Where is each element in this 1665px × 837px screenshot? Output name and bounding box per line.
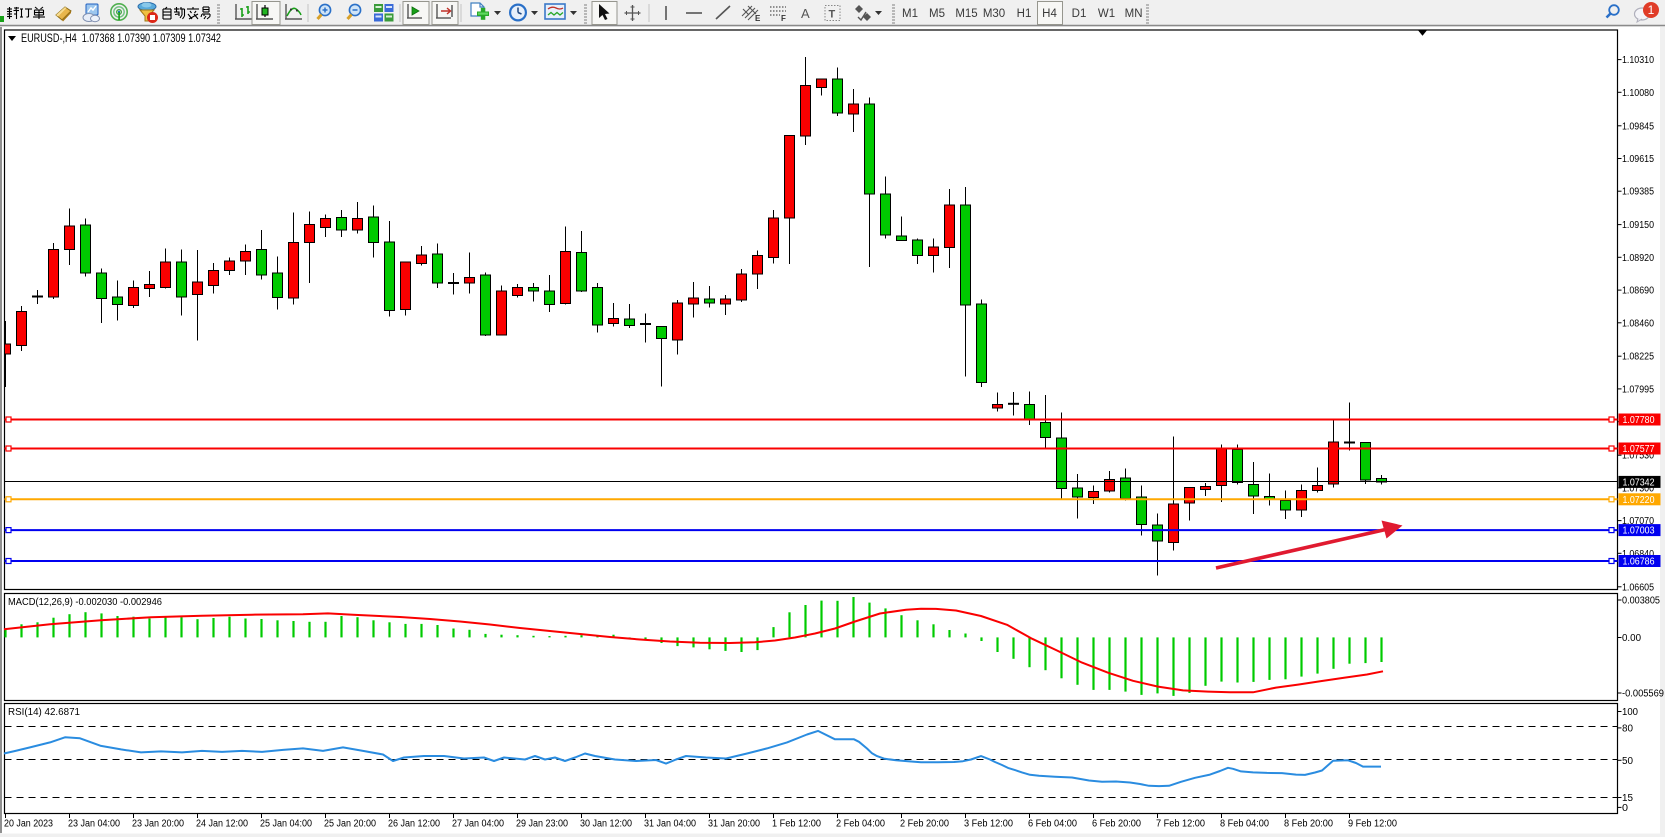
svg-text:1.06840: 1.06840 xyxy=(1622,549,1654,560)
svg-text:26 Jan 12:00: 26 Jan 12:00 xyxy=(388,819,440,830)
svg-text:0: 0 xyxy=(1622,803,1628,814)
svg-text:1.07070: 1.07070 xyxy=(1622,516,1654,527)
svg-text:H1: H1 xyxy=(1017,8,1032,20)
svg-text:6 Feb 04:00: 6 Feb 04:00 xyxy=(1028,819,1077,830)
svg-text:MN: MN xyxy=(1125,8,1143,20)
svg-text:1.08225: 1.08225 xyxy=(1622,352,1654,363)
svg-text:1.07300: 1.07300 xyxy=(1622,483,1654,494)
svg-text:1.08690: 1.08690 xyxy=(1622,286,1654,297)
svg-text:W1: W1 xyxy=(1098,8,1115,20)
svg-text:3 Feb 12:00: 3 Feb 12:00 xyxy=(964,819,1013,830)
svg-text:2 Feb 04:00: 2 Feb 04:00 xyxy=(836,819,885,830)
svg-text:1.09385: 1.09385 xyxy=(1622,187,1654,198)
svg-text:-0.005569: -0.005569 xyxy=(1622,689,1664,700)
svg-text:20 Jan 2023: 20 Jan 2023 xyxy=(4,819,53,830)
svg-text:8 Feb 04:00: 8 Feb 04:00 xyxy=(1220,819,1269,830)
svg-text:23 Jan 20:00: 23 Jan 20:00 xyxy=(132,819,184,830)
svg-text:MACD(12,26,9) -0.002030 -0.002: MACD(12,26,9) -0.002030 -0.002946 xyxy=(8,596,162,608)
svg-text:D1: D1 xyxy=(1072,8,1087,20)
svg-text:1.07530: 1.07530 xyxy=(1622,451,1654,462)
svg-text:23 Jan 04:00: 23 Jan 04:00 xyxy=(68,819,120,830)
svg-text:1: 1 xyxy=(1648,3,1655,17)
svg-text:M30: M30 xyxy=(983,8,1005,20)
svg-text:T: T xyxy=(829,9,836,21)
svg-text:E: E xyxy=(755,14,761,23)
svg-text:1.10310: 1.10310 xyxy=(1622,55,1654,66)
svg-text:9 Feb 12:00: 9 Feb 12:00 xyxy=(1348,819,1397,830)
svg-text:30 Jan 12:00: 30 Jan 12:00 xyxy=(580,819,632,830)
svg-text:25 Jan 04:00: 25 Jan 04:00 xyxy=(260,819,312,830)
svg-text:M5: M5 xyxy=(929,8,945,20)
svg-text:RSI(14) 42.6871: RSI(14) 42.6871 xyxy=(8,706,80,718)
svg-text:31 Jan 04:00: 31 Jan 04:00 xyxy=(644,819,696,830)
svg-text:100: 100 xyxy=(1622,707,1638,718)
svg-text:31 Jan 20:00: 31 Jan 20:00 xyxy=(708,819,760,830)
svg-text:F: F xyxy=(781,14,786,23)
svg-text:1.10080: 1.10080 xyxy=(1622,88,1654,99)
svg-text:1.07342: 1.07342 xyxy=(1623,477,1655,488)
svg-text:15: 15 xyxy=(1622,793,1633,804)
svg-text:27 Jan 04:00: 27 Jan 04:00 xyxy=(452,819,504,830)
svg-text:1.06786: 1.06786 xyxy=(1623,557,1655,568)
svg-text:M15: M15 xyxy=(955,8,977,20)
svg-text:6 Feb 20:00: 6 Feb 20:00 xyxy=(1092,819,1141,830)
svg-text:2 Feb 20:00: 2 Feb 20:00 xyxy=(900,819,949,830)
svg-text:7 Feb 12:00: 7 Feb 12:00 xyxy=(1156,819,1205,830)
svg-text:1.07995: 1.07995 xyxy=(1622,384,1654,395)
svg-text:50: 50 xyxy=(1622,756,1633,767)
svg-text:1.07220: 1.07220 xyxy=(1623,495,1655,506)
svg-text:80: 80 xyxy=(1622,723,1633,734)
svg-text:H4: H4 xyxy=(1042,8,1057,20)
svg-text:1.09845: 1.09845 xyxy=(1622,121,1654,132)
svg-text:29 Jan 23:00: 29 Jan 23:00 xyxy=(516,819,568,830)
svg-text:1.08460: 1.08460 xyxy=(1622,318,1654,329)
svg-text:1.07780: 1.07780 xyxy=(1623,415,1655,426)
svg-text:1.09150: 1.09150 xyxy=(1622,220,1654,231)
svg-text:1.08920: 1.08920 xyxy=(1622,253,1654,264)
svg-text:0.00: 0.00 xyxy=(1622,633,1641,644)
svg-text:1 Feb 12:00: 1 Feb 12:00 xyxy=(772,819,821,830)
svg-text:24 Jan 12:00: 24 Jan 12:00 xyxy=(196,819,248,830)
svg-text:EURUSD-,H4 1.07368 1.07390 1.: EURUSD-,H4 1.07368 1.07390 1.07309 1.073… xyxy=(21,33,221,45)
svg-text:1.07003: 1.07003 xyxy=(1623,526,1655,537)
svg-text:1.06605: 1.06605 xyxy=(1622,582,1654,593)
svg-text:0.003805: 0.003805 xyxy=(1622,596,1660,607)
svg-text:25 Jan 20:00: 25 Jan 20:00 xyxy=(324,819,376,830)
svg-text:1.09615: 1.09615 xyxy=(1622,154,1654,165)
svg-text:1.07577: 1.07577 xyxy=(1623,444,1655,455)
svg-text:A: A xyxy=(801,6,810,21)
svg-text:8 Feb 20:00: 8 Feb 20:00 xyxy=(1284,819,1333,830)
svg-text:M1: M1 xyxy=(902,8,918,20)
